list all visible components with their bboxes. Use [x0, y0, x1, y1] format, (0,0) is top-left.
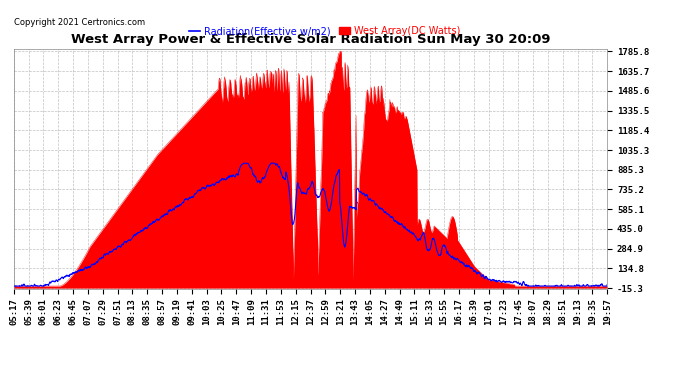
Title: West Array Power & Effective Solar Radiation Sun May 30 20:09: West Array Power & Effective Solar Radia…	[71, 33, 550, 46]
Text: Copyright 2021 Certronics.com: Copyright 2021 Certronics.com	[14, 18, 145, 27]
Legend: Radiation(Effective w/m2), West Array(DC Watts): Radiation(Effective w/m2), West Array(DC…	[185, 22, 464, 40]
